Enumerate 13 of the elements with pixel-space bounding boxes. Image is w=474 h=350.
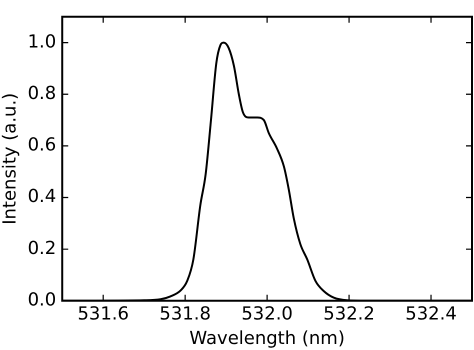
x-tick-label: 531.6 (77, 303, 129, 324)
x-axis-title: Wavelength (nm) (189, 328, 345, 349)
x-tick-label: 532.4 (405, 303, 457, 324)
x-tick-label: 532.0 (241, 303, 293, 324)
x-tick-label: 531.8 (159, 303, 211, 324)
x-tick-label: 532.2 (323, 303, 375, 324)
y-tick-label: 0.6 (28, 134, 56, 156)
y-tick-label: 1.0 (28, 31, 56, 52)
y-tick-label: 0.8 (28, 82, 56, 104)
y-tick-label: 0.2 (28, 238, 56, 259)
y-tick-label: 0.4 (28, 186, 56, 208)
y-axis-title: Intensity (a.u.) (0, 92, 20, 225)
y-tick-label: 0.0 (28, 289, 56, 310)
